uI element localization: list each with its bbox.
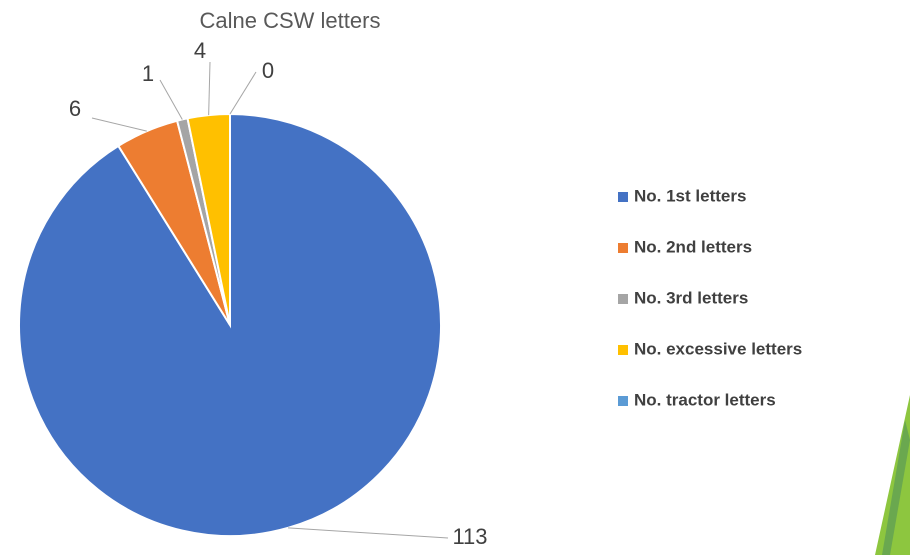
data-label: 0	[262, 58, 274, 83]
legend-swatch	[618, 243, 628, 253]
decoration	[882, 420, 910, 555]
legend-swatch	[618, 345, 628, 355]
legend-swatch	[618, 294, 628, 304]
legend-label: No. excessive letters	[634, 339, 802, 358]
legend-label: No. tractor letters	[634, 390, 776, 409]
data-label: 1	[142, 61, 154, 86]
leader-line	[288, 527, 449, 539]
leader-line	[159, 79, 183, 120]
data-label: 6	[69, 96, 81, 121]
legend-label: No. 1st letters	[634, 186, 746, 205]
legend-label: No. 3rd letters	[634, 288, 748, 307]
chart-title: Calne CSW letters	[200, 8, 381, 33]
leader-line	[208, 61, 211, 116]
leader-line	[229, 71, 257, 115]
decoration	[875, 395, 910, 555]
data-label: 113	[452, 524, 487, 549]
legend-swatch	[618, 396, 628, 406]
legend-swatch	[618, 192, 628, 202]
legend-label: No. 2nd letters	[634, 237, 752, 256]
data-label: 4	[194, 38, 206, 63]
leader-line	[91, 117, 147, 132]
